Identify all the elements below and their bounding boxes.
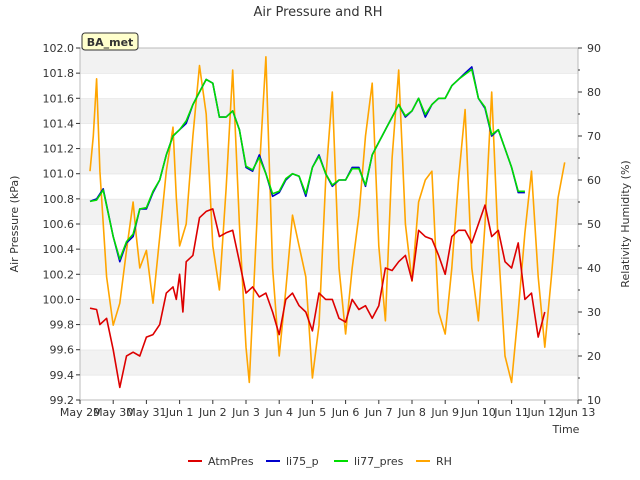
- legend-label: RH: [436, 455, 452, 468]
- y-tick-label: 99.8: [50, 319, 75, 332]
- y2-tick-label: 60: [587, 174, 601, 187]
- plot-bands: [80, 47, 578, 400]
- y-tick-label: 101.8: [43, 67, 75, 80]
- legend-label: li77_pres: [354, 455, 404, 468]
- y2-tick-label: 90: [587, 42, 601, 55]
- x-tick-label: Jun 2: [198, 406, 227, 419]
- series-line-rh: [89, 56, 566, 384]
- x-tick-label: Jun 13: [560, 406, 596, 419]
- x-tick-label: May 29: [60, 406, 100, 419]
- series-line-atmpres: [89, 204, 546, 389]
- plot-band: [80, 148, 578, 174]
- legend-label: li75_p: [286, 455, 319, 468]
- plot-band: [80, 224, 578, 250]
- x-tick-label: Jun 3: [231, 406, 260, 419]
- y-tick-label: 100.0: [43, 293, 75, 306]
- badge-box: [81, 32, 139, 51]
- badge: BA_met: [81, 32, 139, 51]
- y-tick-label: 102.0: [43, 42, 75, 55]
- y-axis-label: Air Pressure (kPa): [8, 176, 21, 273]
- plot-band: [80, 173, 578, 199]
- y-tick-label: 100.2: [43, 268, 75, 281]
- x-tick-label: Jun 10: [460, 406, 496, 419]
- y-tick-label: 100.6: [43, 218, 75, 231]
- x-tick-label: Jun 7: [364, 406, 393, 419]
- legend-label: AtmPres: [208, 455, 254, 468]
- chart-title: Air Pressure and RH: [253, 5, 382, 20]
- badge-label: BA_met: [87, 36, 134, 49]
- x-tick-label: Jun 4: [264, 406, 293, 419]
- y2-axis-label: Relativity Humidity (%): [619, 160, 632, 287]
- plot-band: [80, 249, 578, 275]
- y2-tick-label: 10: [587, 394, 601, 407]
- plot-band: [80, 198, 578, 224]
- plot-band: [80, 73, 578, 99]
- x-tick-label: Jun 6: [331, 406, 360, 419]
- y-tick-label: 101.4: [43, 117, 75, 130]
- y-tick-label: 99.2: [50, 394, 75, 407]
- x-tick-label: May 31: [126, 406, 166, 419]
- y-tick-label: 99.6: [50, 344, 75, 357]
- y2-tick-label: 40: [587, 262, 601, 275]
- y2-tick-label: 30: [587, 306, 601, 319]
- x-tick-label: Jun 9: [430, 406, 459, 419]
- y2-tick-label: 70: [587, 130, 601, 143]
- y-tick-label: 99.4: [50, 369, 75, 382]
- y-tick-label: 100.4: [43, 243, 75, 256]
- y-tick-label: 101.0: [43, 168, 75, 181]
- x-axis-label: Time: [552, 423, 580, 436]
- x-tick-label: Jun 12: [526, 406, 562, 419]
- plot-lines: [89, 56, 566, 389]
- y2-tick-label: 50: [587, 218, 601, 231]
- y2-tick-label: 80: [587, 86, 601, 99]
- x-tick-label: Jun 11: [493, 406, 529, 419]
- x-tick-label: Jun 5: [298, 406, 327, 419]
- plot-band: [80, 374, 578, 400]
- plot-band: [80, 349, 578, 375]
- plot-band: [80, 324, 578, 350]
- x-tick-label: May 30: [93, 406, 133, 419]
- y-tick-label: 101.2: [43, 143, 75, 156]
- plot-band: [80, 98, 578, 124]
- y2-ticks: 10 20 30 40 50 60 70 80 90: [578, 42, 601, 407]
- plot-band: [80, 274, 578, 300]
- plot-band: [80, 48, 578, 74]
- y2-tick-label: 20: [587, 350, 601, 363]
- series-line-li77-pres: [89, 68, 525, 260]
- y-tick-label: 100.8: [43, 193, 75, 206]
- legend: AtmPres li75_p li77_pres RH: [188, 455, 452, 468]
- x-tick-label: Jun 1: [165, 406, 194, 419]
- x-tick-label: Jun 8: [397, 406, 426, 419]
- y-ticks: 99.2 99.4 99.6 99.8 100.0 100.2 100.4 100.6 100.…: [43, 42, 80, 407]
- y-tick-label: 101.6: [43, 92, 75, 105]
